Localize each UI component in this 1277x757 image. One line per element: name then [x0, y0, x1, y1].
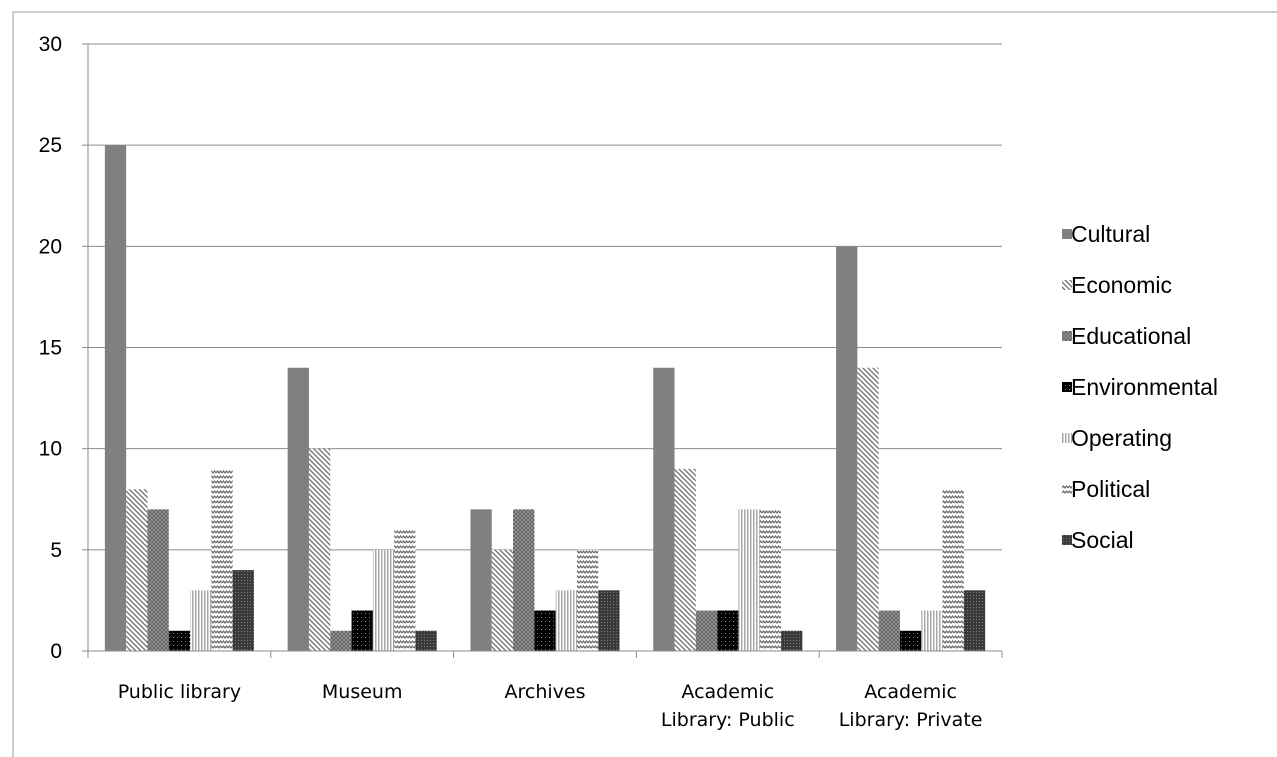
- y-tick-label: 10: [39, 438, 62, 461]
- bar-economic: [126, 489, 147, 651]
- bar-cultural: [105, 145, 126, 651]
- legend-label-environmental: Environmental: [1071, 374, 1218, 400]
- bar-cultural: [288, 368, 309, 651]
- y-tick-label: 0: [50, 640, 62, 663]
- x-category-label: Library: Private: [839, 709, 983, 731]
- y-tick-label: 25: [39, 134, 62, 157]
- bar-operating: [738, 509, 759, 651]
- x-category-label: Academic: [864, 681, 957, 703]
- y-tick-label: 20: [39, 235, 62, 258]
- bar-environmental: [534, 611, 555, 651]
- bar-operating: [921, 611, 942, 651]
- legend: Cultural Economic Educational Environmental…: [1062, 221, 1218, 553]
- bar-political: [211, 469, 232, 651]
- legend-label-social: Social: [1071, 527, 1134, 553]
- bar-social: [964, 590, 985, 651]
- x-axis-category-labels: Public library Museum Archives Academic Libr…: [118, 681, 983, 731]
- x-category-label: Library: Public: [661, 709, 795, 731]
- bar-economic: [309, 449, 330, 651]
- bar-cultural: [470, 509, 491, 651]
- x-category-label: Archives: [505, 681, 586, 703]
- bars: [105, 145, 985, 651]
- bar-social: [598, 590, 619, 651]
- x-category-label: Museum: [322, 681, 403, 703]
- bar-educational: [513, 509, 534, 651]
- legend-label-economic: Economic: [1071, 272, 1172, 298]
- bar-economic: [675, 469, 696, 651]
- bar-political: [943, 489, 964, 651]
- bar-economic: [857, 368, 878, 651]
- bar-environmental: [900, 631, 921, 651]
- legend-label-political: Political: [1071, 476, 1150, 502]
- bar-educational: [696, 611, 717, 651]
- x-category-label: Academic: [681, 681, 774, 703]
- y-tick-label: 30: [39, 33, 62, 56]
- bar-political: [577, 550, 598, 651]
- bar-operating: [556, 590, 577, 651]
- legend-label-educational: Educational: [1071, 323, 1191, 349]
- bar-economic: [492, 550, 513, 651]
- bar-operating: [190, 590, 211, 651]
- y-tick-label: 5: [50, 539, 62, 562]
- bar-cultural: [836, 246, 857, 651]
- bar-environmental: [352, 611, 373, 651]
- bar-educational: [147, 509, 168, 651]
- x-category-label: Public library: [118, 681, 241, 703]
- bar-cultural: [653, 368, 674, 651]
- bar-educational: [330, 631, 351, 651]
- bar-social: [233, 570, 254, 651]
- bar-political: [760, 509, 781, 651]
- bar-political: [394, 530, 415, 651]
- bar-social: [781, 631, 802, 651]
- bar-operating: [373, 550, 394, 651]
- bar-environmental: [169, 631, 190, 651]
- y-tick-label: 15: [39, 337, 62, 360]
- legend-label-cultural: Cultural: [1071, 221, 1150, 247]
- bar-educational: [879, 611, 900, 651]
- legend-label-operating: Operating: [1071, 425, 1172, 451]
- bar-social: [415, 631, 436, 651]
- bar-environmental: [717, 611, 738, 651]
- y-axis-tick-labels: 0 5 10 15 20 25 30: [39, 33, 62, 663]
